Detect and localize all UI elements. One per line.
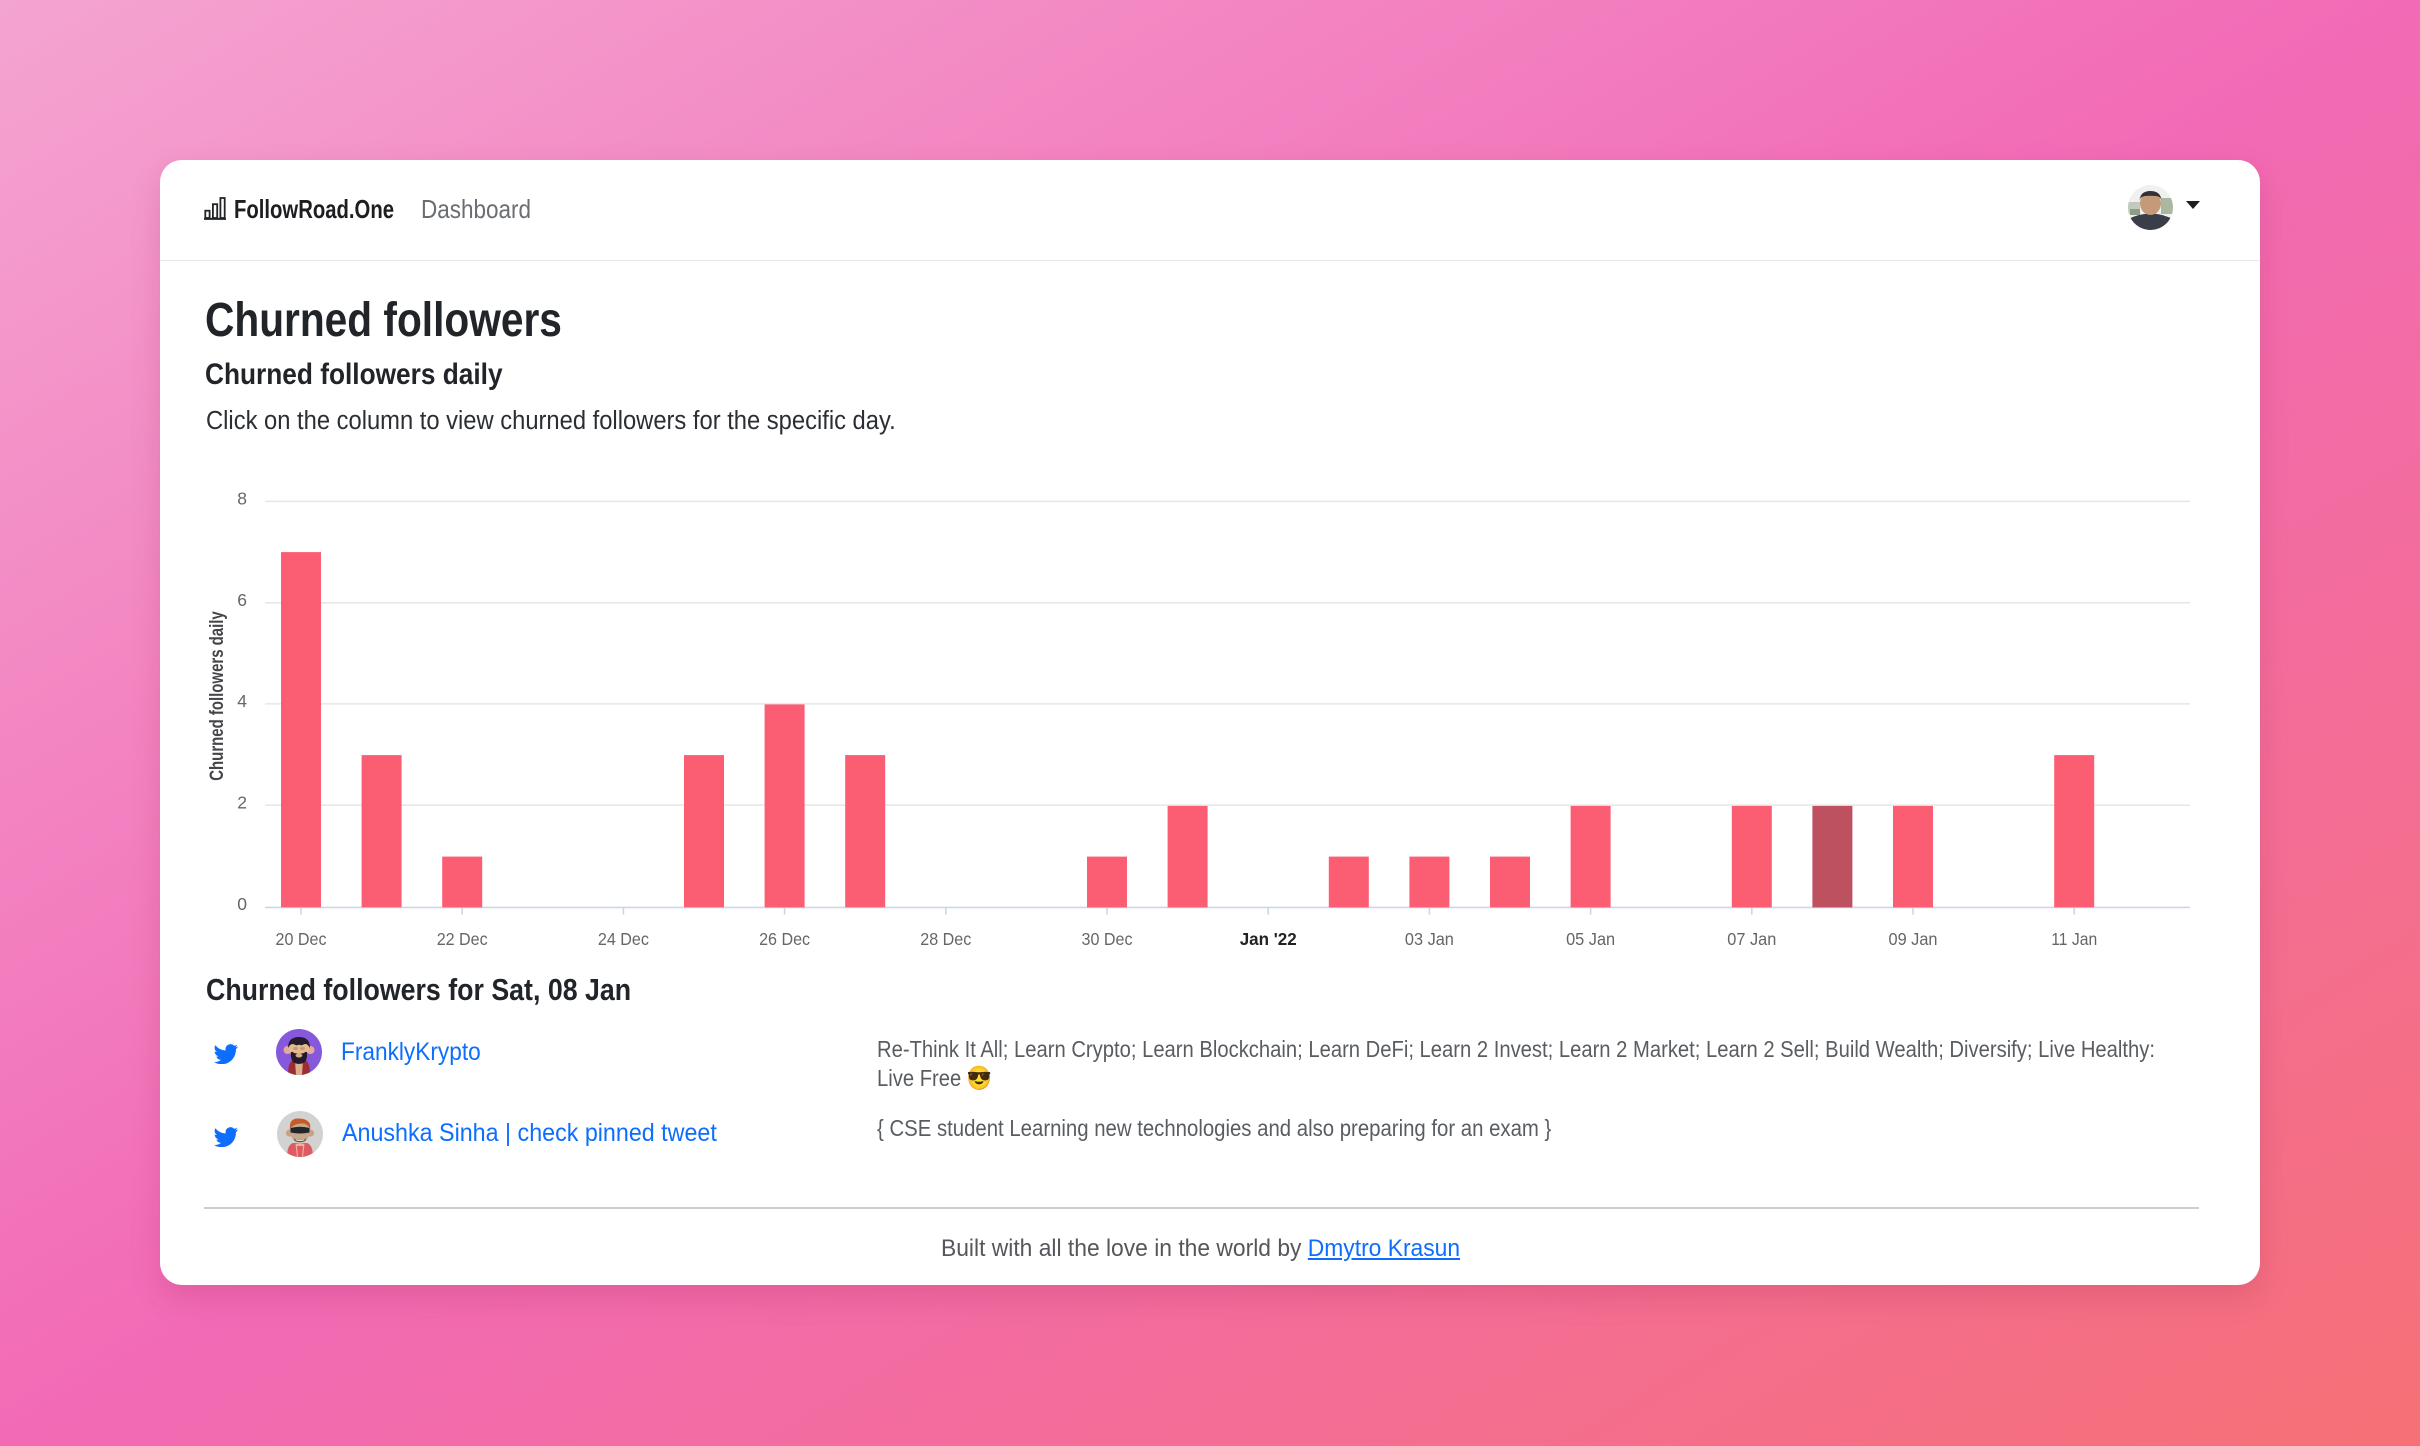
svg-text:20 Dec: 20 Dec xyxy=(276,929,327,949)
svg-text:07 Jan: 07 Jan xyxy=(1727,929,1776,949)
svg-text:6: 6 xyxy=(237,590,247,610)
svg-text:Churned followers daily: Churned followers daily xyxy=(207,611,228,781)
svg-text:0: 0 xyxy=(237,894,247,914)
svg-text:8: 8 xyxy=(237,489,247,509)
svg-text:03 Jan: 03 Jan xyxy=(1405,929,1454,949)
svg-text:26 Dec: 26 Dec xyxy=(759,929,810,949)
svg-text:05 Jan: 05 Jan xyxy=(1566,929,1615,949)
svg-text:11 Jan: 11 Jan xyxy=(2051,929,2097,949)
svg-text:24 Dec: 24 Dec xyxy=(598,929,649,949)
svg-text:4: 4 xyxy=(237,691,247,711)
svg-text:30 Dec: 30 Dec xyxy=(1082,929,1133,949)
svg-text:Jan '22: Jan '22 xyxy=(1240,929,1297,949)
svg-text:2: 2 xyxy=(237,792,247,812)
svg-text:09 Jan: 09 Jan xyxy=(1889,929,1938,949)
svg-text:28 Dec: 28 Dec xyxy=(920,929,971,949)
svg-text:22 Dec: 22 Dec xyxy=(437,929,488,949)
